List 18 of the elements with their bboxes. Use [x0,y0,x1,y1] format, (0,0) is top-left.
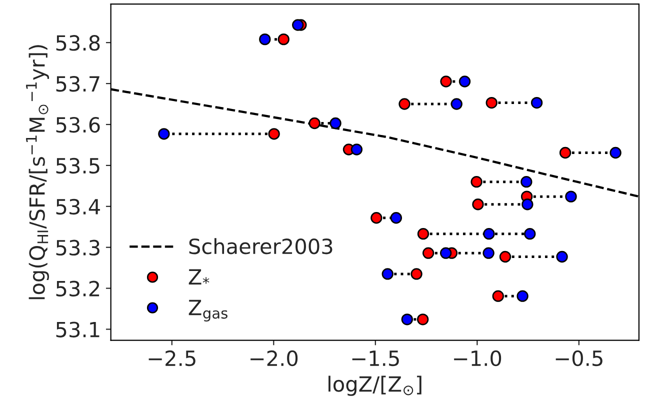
y-tick-label: 53.3 [56,240,100,256]
x-axis-title: logZ/[Z$_{⊙}$] [328,376,422,396]
y-tick-label: 53.4 [56,198,100,215]
y-tick-label: 53.7 [56,76,100,92]
x-tick-label: −0.5 [556,350,602,366]
y-tick-label: 53.8 [56,35,100,51]
x-tick-label: −1.5 [352,350,399,366]
y-tick-label: 53.6 [56,116,100,133]
y-axis-title: log(Q$_{HI}$/SFR/[s$^{−1}$M$_{⊙}$$^{−1}$yr]) [26,45,49,300]
y-tick-label: 53.2 [56,280,100,297]
x-tick-label: −2.5 [148,350,196,366]
x-tick-label: −1.0 [454,350,502,366]
legend-label: Schaerer2003 [189,238,332,254]
x-tick-label: −2.0 [250,350,298,366]
y-tick-label: 53.5 [56,158,100,174]
legend-label: Z$_{*}$ [188,269,210,284]
y-tick-label: 53.1 [56,322,100,338]
legend-label: Z$_{gas}$ [188,300,228,322]
